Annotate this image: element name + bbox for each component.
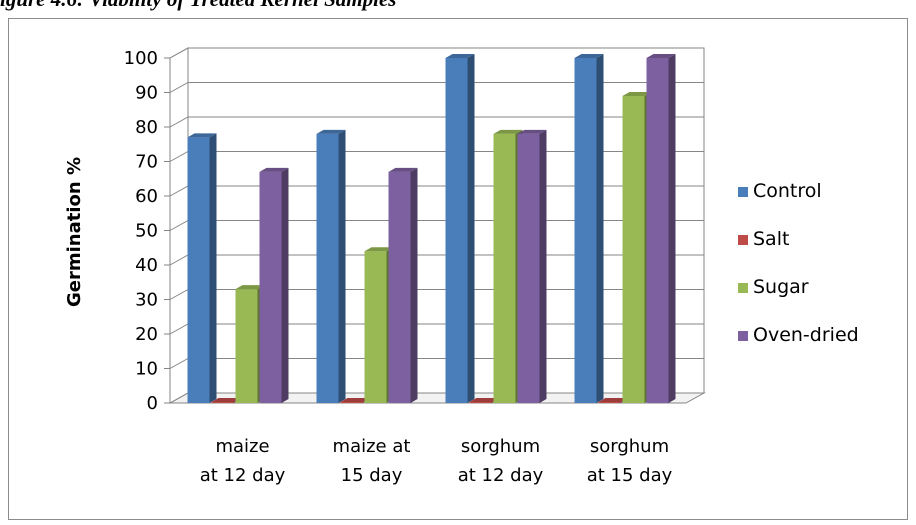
bar-front	[259, 171, 282, 403]
legend-label: Salt	[753, 228, 789, 250]
bar-oven-dried-0	[259, 167, 289, 403]
bar-front	[187, 137, 210, 403]
bar-front	[445, 58, 468, 403]
bar-side	[410, 167, 418, 403]
bar-control-3	[574, 54, 604, 403]
bar-front	[598, 402, 621, 403]
x-category-label: sorghum at 12 day	[458, 436, 544, 486]
bar-front	[622, 95, 645, 403]
bar-top	[598, 398, 628, 402]
bar-top	[364, 247, 394, 252]
bar-top	[445, 54, 475, 58]
bar-top	[574, 54, 604, 58]
bar-top	[388, 167, 418, 172]
y-tick-label: 0	[147, 393, 158, 414]
bar-oven-dried-2	[517, 129, 547, 403]
bar-control-0	[187, 133, 217, 403]
bar-oven-dried-1	[388, 167, 418, 403]
x-axis-categories: maize at 12 day maize at 15 day sorghum at 12…	[200, 436, 673, 486]
figure-caption: igure 4.6: Viability of Treated Kernel S…	[0, 0, 916, 13]
x-category-label: sorghum at 15 day	[587, 436, 673, 486]
bar-top	[517, 129, 547, 134]
bar-control-1	[316, 129, 346, 403]
bar-side	[668, 54, 676, 403]
y-tick-label: 100	[124, 48, 158, 69]
gridline	[169, 82, 704, 93]
legend-swatch	[738, 331, 748, 341]
y-tick-label: 40	[135, 255, 158, 276]
bar-top	[211, 398, 241, 402]
bar-control-2	[445, 54, 475, 403]
bar-front	[388, 171, 411, 403]
bar-front	[646, 58, 669, 403]
bar-side	[596, 54, 604, 403]
y-tick-label: 90	[135, 83, 158, 104]
bar-front	[517, 133, 540, 403]
bar-front	[211, 402, 234, 403]
bar-oven-dried-3	[646, 54, 676, 403]
bar-front	[235, 289, 258, 403]
legend: Control Salt Sugar Oven-dried	[738, 180, 859, 346]
bar-side	[467, 54, 475, 403]
legend-label: Oven-dried	[753, 324, 859, 346]
bar-front	[493, 133, 516, 403]
bar-top	[646, 54, 676, 58]
bar-top	[235, 285, 265, 290]
bar-top	[493, 129, 523, 134]
bar-front	[364, 251, 387, 403]
legend-swatch	[738, 283, 748, 293]
y-tick-label: 80	[135, 117, 158, 138]
bar-front	[340, 402, 363, 403]
bar-top	[469, 398, 499, 402]
bar-side	[338, 129, 346, 403]
legend-swatch	[738, 187, 748, 197]
legend-swatch	[738, 235, 748, 245]
y-tick-label: 10	[135, 359, 158, 380]
bar-top	[187, 133, 217, 138]
bar-top	[622, 91, 652, 96]
y-tick-label: 30	[135, 290, 158, 311]
bar-side	[209, 133, 217, 403]
bar-front	[574, 58, 597, 403]
bar-side	[281, 167, 289, 403]
bar-top	[340, 398, 370, 402]
y-axis-ticks: 0 10 20 30 40 50 60 70 80 90 100	[124, 48, 170, 414]
gridline	[169, 47, 704, 59]
bar-top	[316, 129, 346, 134]
bar-side	[539, 129, 547, 403]
bar-top	[259, 167, 289, 172]
x-category-label: maize at 12 day	[200, 436, 286, 486]
y-axis-label: Germination %	[64, 157, 85, 307]
y-tick-label: 20	[135, 324, 158, 345]
y-tick-label: 70	[135, 152, 158, 173]
gridline	[169, 116, 704, 128]
legend-label: Control	[753, 180, 822, 202]
bar-front	[469, 402, 492, 403]
y-tick-label: 50	[135, 221, 158, 242]
chart-frame	[8, 18, 908, 520]
y-tick-label: 60	[135, 186, 158, 207]
bars	[187, 54, 676, 403]
x-category-label: maize at 15 day	[333, 436, 411, 486]
bar-front	[316, 133, 339, 403]
legend-label: Sugar	[753, 276, 809, 298]
